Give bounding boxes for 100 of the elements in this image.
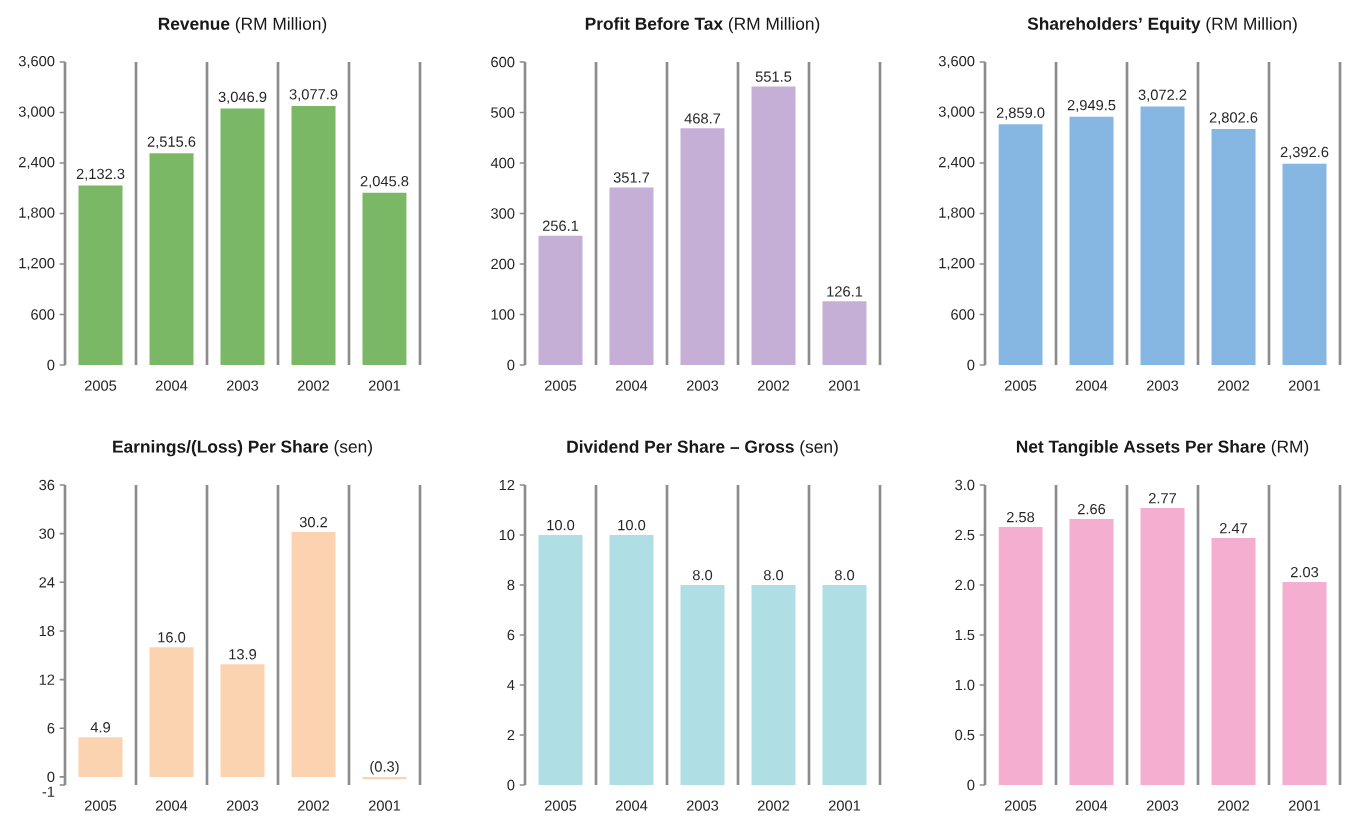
bar: [751, 86, 796, 365]
x-tick-label: 2004: [155, 380, 188, 391]
chart-title: Earnings/(Loss) Per Share (sen): [113, 440, 372, 457]
y-tick-label: 12: [499, 479, 515, 491]
bar: [1140, 106, 1185, 365]
y-tick-label: 1.0: [955, 679, 975, 691]
bar: [538, 235, 583, 365]
y-tick-label: 0.5: [955, 729, 975, 741]
y-tick-label: 2,400: [18, 156, 55, 170]
x-tick-label: 2003: [1146, 380, 1179, 391]
bar: [998, 527, 1043, 785]
bar: [998, 124, 1043, 365]
bar: [1140, 508, 1185, 785]
data-label: 2.47: [1219, 523, 1248, 534]
bar: [1211, 538, 1256, 785]
data-label: 8.0: [692, 569, 713, 581]
y-tick-label: 0: [967, 359, 975, 371]
chart-title: Revenue (RM Million): [158, 17, 327, 34]
y-tick-label: 24: [39, 577, 55, 588]
x-tick-label: 2004: [1075, 800, 1108, 811]
y-tick-label: 100: [491, 309, 515, 320]
data-label: 468.7: [684, 113, 721, 124]
x-tick-label: 2002: [757, 380, 790, 391]
x-tick-label: 2003: [226, 800, 259, 811]
y-tick-label: 3.0: [955, 479, 975, 491]
data-label: 10.0: [618, 519, 646, 531]
x-tick-label: 2003: [686, 800, 719, 811]
bar: [78, 737, 123, 777]
data-label: 2.58: [1006, 511, 1035, 523]
bar: [1282, 163, 1327, 365]
y-tick-label: 400: [490, 157, 515, 169]
y-tick-label: 10: [499, 529, 515, 541]
y-tick-label: 3,000: [18, 106, 55, 119]
x-tick-label: 2002: [297, 380, 330, 391]
data-label: 2,132.3: [76, 168, 125, 181]
data-label: 4.9: [90, 722, 111, 733]
y-tick-label: 2,400: [939, 156, 975, 170]
y-tick-label: 1.5: [955, 629, 975, 641]
y-tick-label: 6: [47, 723, 55, 734]
chart-title: Dividend Per Share – Gross (sen): [567, 440, 838, 457]
x-tick-label: 2002: [757, 800, 790, 811]
data-label: 2,802.6: [1209, 112, 1258, 125]
data-label: 2,515.6: [147, 136, 196, 149]
data-label: 351.7: [613, 172, 650, 183]
bar: [149, 647, 194, 777]
data-label: (0.3): [370, 760, 399, 775]
data-label: 551.5: [755, 71, 792, 82]
y-tick-label: 500: [491, 107, 515, 118]
y-tick-label: 3,600: [938, 55, 975, 69]
x-tick-label: 2001: [828, 800, 861, 811]
y-tick-label: 1,800: [19, 207, 55, 220]
bar: [680, 128, 725, 365]
y-tick-label: 0: [507, 779, 515, 791]
bar: [220, 664, 265, 777]
x-tick-label: 2001: [1288, 800, 1321, 811]
data-label: 2,045.8: [360, 176, 409, 189]
data-label: 2.77: [1148, 493, 1177, 504]
y-tick-label: 0: [47, 771, 55, 783]
bar: [1069, 519, 1114, 785]
y-tick-label: 0: [967, 779, 975, 791]
data-label: 2,392.6: [1280, 146, 1329, 159]
x-tick-label: 2005: [1004, 380, 1037, 391]
y-tick-label: 6: [507, 629, 515, 641]
data-label: 3,072.2: [1138, 89, 1187, 102]
data-label: 8.0: [834, 569, 855, 581]
x-tick-label: 2002: [1217, 800, 1250, 811]
x-tick-label: 2002: [297, 800, 330, 811]
y-tick-label: 18: [39, 625, 55, 637]
x-tick-label: 2005: [544, 800, 577, 811]
x-tick-label: 2005: [1004, 800, 1037, 811]
y-tick-label: 2.0: [955, 579, 975, 591]
x-tick-label: 2001: [368, 380, 401, 391]
y-tick-label: 30: [39, 528, 55, 539]
y-tick-label: 0: [47, 359, 55, 371]
x-tick-label: 2003: [226, 380, 259, 391]
y-tick-label: 12: [39, 674, 55, 685]
y-tick-label: 1,200: [939, 257, 975, 271]
bar: [220, 108, 265, 365]
data-label: 16.0: [158, 632, 186, 643]
bar: [291, 532, 336, 777]
x-tick-label: 2004: [155, 800, 188, 811]
data-label: 3,077.9: [289, 89, 338, 102]
x-tick-label: 2005: [84, 800, 117, 811]
x-tick-label: 2004: [615, 380, 648, 391]
x-tick-label: 2001: [368, 800, 401, 811]
data-label: 3,046.9: [218, 91, 267, 104]
data-label: 126.1: [827, 286, 863, 297]
y-tick-label: 0: [507, 359, 515, 371]
y-tick-label: 300: [491, 208, 515, 219]
y-tick-label: -1: [42, 786, 55, 797]
y-tick-label: 600: [951, 309, 975, 320]
y-tick-label: 2.5: [955, 529, 975, 541]
y-tick-label: 1,800: [939, 207, 975, 220]
data-label: 2.66: [1077, 503, 1106, 515]
bar: [822, 301, 867, 365]
data-label: 30.2: [299, 516, 328, 528]
bar: [1282, 582, 1327, 785]
y-tick-label: 3,000: [938, 106, 975, 119]
data-label: 2.03: [1290, 566, 1319, 578]
data-label: 10.0: [547, 519, 575, 531]
